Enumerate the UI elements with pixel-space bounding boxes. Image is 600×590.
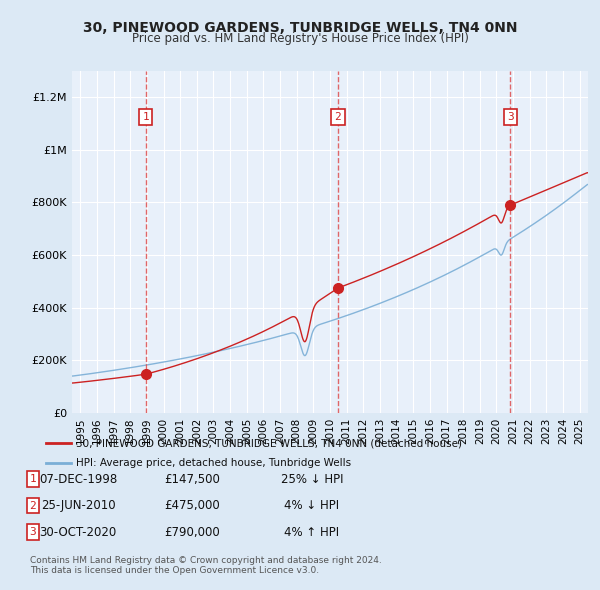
Text: 25-JUN-2010: 25-JUN-2010 xyxy=(41,499,115,512)
Text: 2: 2 xyxy=(29,501,37,510)
Text: 1: 1 xyxy=(142,112,149,122)
Text: HPI: Average price, detached house, Tunbridge Wells: HPI: Average price, detached house, Tunb… xyxy=(76,458,351,467)
Text: 2: 2 xyxy=(335,112,341,122)
Text: Contains HM Land Registry data © Crown copyright and database right 2024.
This d: Contains HM Land Registry data © Crown c… xyxy=(30,556,382,575)
Text: 07-DEC-1998: 07-DEC-1998 xyxy=(39,473,117,486)
Text: £475,000: £475,000 xyxy=(164,499,220,512)
Text: £147,500: £147,500 xyxy=(164,473,220,486)
Text: 30, PINEWOOD GARDENS, TUNBRIDGE WELLS, TN4 0NN: 30, PINEWOOD GARDENS, TUNBRIDGE WELLS, T… xyxy=(83,21,517,35)
Text: 3: 3 xyxy=(507,112,514,122)
Text: £790,000: £790,000 xyxy=(164,526,220,539)
Text: 25% ↓ HPI: 25% ↓ HPI xyxy=(281,473,343,486)
Text: 30, PINEWOOD GARDENS, TUNBRIDGE WELLS, TN4 0NN (detached house): 30, PINEWOOD GARDENS, TUNBRIDGE WELLS, T… xyxy=(76,438,462,448)
Text: 3: 3 xyxy=(29,527,37,537)
Text: 30-OCT-2020: 30-OCT-2020 xyxy=(40,526,116,539)
Text: 4% ↑ HPI: 4% ↑ HPI xyxy=(284,526,340,539)
Text: 4% ↓ HPI: 4% ↓ HPI xyxy=(284,499,340,512)
Text: 1: 1 xyxy=(29,474,37,484)
Text: Price paid vs. HM Land Registry's House Price Index (HPI): Price paid vs. HM Land Registry's House … xyxy=(131,32,469,45)
